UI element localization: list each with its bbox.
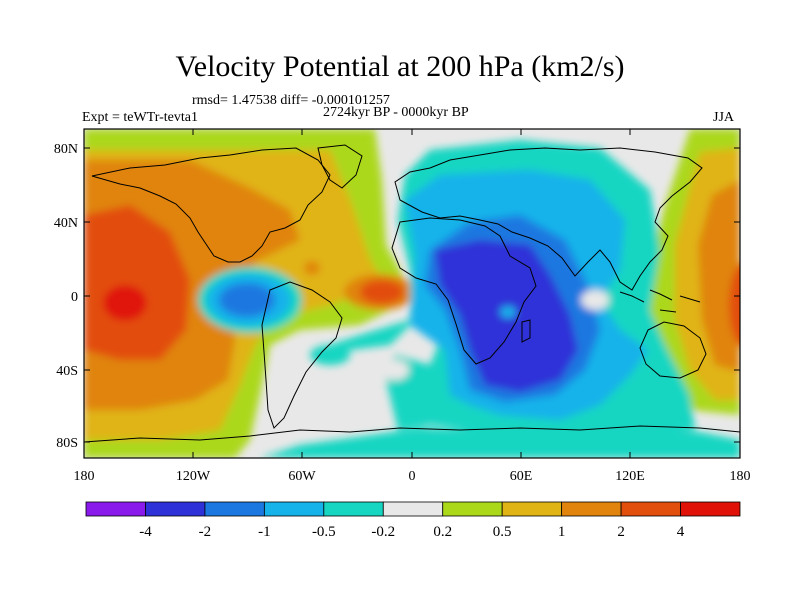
colorbar-label: 2: [617, 524, 625, 540]
period-label: 2724kyr BP - 0000kyr BP: [323, 105, 469, 120]
colorbar-swatch: [85, 501, 146, 517]
coast-madagascar: [521, 319, 531, 343]
colorbar-swatch: [323, 501, 384, 517]
colorbar: -4 -2 -1 -0.5 -0.2 0.2 0.5 1 2 4: [85, 501, 741, 540]
colorbar-label: -2: [199, 524, 212, 540]
coast-maritime-continent: [619, 289, 701, 313]
lon-label-120e: 120E: [615, 469, 645, 484]
region-io-small: [581, 290, 609, 310]
region-pos-2: [84, 205, 190, 360]
coastlines: [84, 144, 740, 443]
region-satl-gap: [381, 360, 409, 380]
region-east-pos-2: [729, 265, 740, 345]
coast-south-america: [261, 281, 343, 429]
lon-label-60w: 60W: [288, 469, 316, 484]
lon-label-120w: 120W: [176, 469, 211, 484]
map-title: Velocity Potential at 200 hPa (km2/s): [175, 50, 625, 83]
coast-australia: [639, 321, 707, 379]
lon-label-180w: 180: [74, 469, 95, 484]
region-io-pocket: [500, 306, 516, 318]
colorbar-label: 0.5: [493, 524, 512, 540]
lat-label-0: 0: [71, 290, 78, 305]
colorbar-swatch: [561, 501, 622, 517]
coast-north-america: [91, 147, 331, 263]
colorbar-swatch: [620, 501, 681, 517]
lat-label-80n: 80N: [54, 142, 78, 157]
region-south-band: [260, 428, 740, 458]
colorbar-label: -0.5: [312, 524, 336, 540]
coast-africa: [391, 217, 537, 365]
region-pos-4: [103, 285, 147, 321]
lat-label-80s: 80S: [56, 436, 78, 451]
colorbar-label: -1: [258, 524, 271, 540]
colorbar-swatch: [442, 501, 503, 517]
colorbar-label: 0.2: [433, 524, 452, 540]
region-atl-pos-2: [360, 280, 404, 304]
lat-label-40s: 40S: [56, 364, 78, 379]
coast-greenland: [317, 144, 363, 189]
colorbar-label: -4: [139, 524, 152, 540]
colorbar-swatch: [204, 501, 265, 517]
lon-label-60e: 60E: [510, 469, 533, 484]
region-neg-pocket-2: [219, 283, 275, 317]
map-field: [84, 129, 740, 458]
lon-label-180e: 180: [730, 469, 751, 484]
experiment-label: Expt = teWTr-tevta1: [82, 110, 198, 125]
stats-label: rmsd= 1.47538 diff= -0.000101257: [192, 93, 390, 108]
lon-label-0: 0: [409, 469, 416, 484]
colorbar-swatch: [680, 501, 741, 517]
region-carib-pos-1: [304, 261, 320, 275]
colorbar-label: 4: [677, 524, 685, 540]
lon-tick-marks: [192, 129, 631, 458]
lat-label-40n: 40N: [54, 216, 78, 231]
region-sam-pocket: [310, 345, 350, 365]
colorbar-label: -0.2: [371, 524, 395, 540]
region-east-pos-1: [698, 180, 740, 372]
colorbar-swatch: [145, 501, 206, 517]
colorbar-label: 1: [558, 524, 566, 540]
colorbar-swatch: [382, 501, 444, 517]
season-label: JJA: [713, 110, 735, 125]
lat-tick-marks: [84, 147, 740, 443]
coast-antarctica: [84, 425, 740, 443]
colorbar-swatch: [263, 501, 325, 517]
colorbar-swatch: [501, 501, 563, 517]
coast-europe-asia: [394, 147, 703, 291]
